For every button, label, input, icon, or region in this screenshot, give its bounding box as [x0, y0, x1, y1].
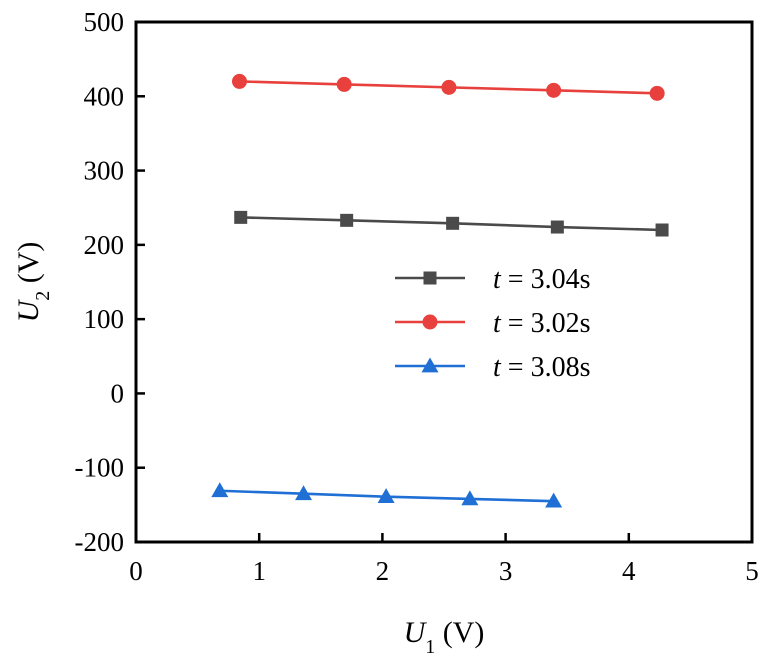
y-tick-label: 100 [84, 304, 125, 334]
legend-label: t = 3.04s [493, 264, 590, 295]
x-tick-label: 0 [129, 556, 143, 586]
plot-frame [134, 20, 754, 544]
y-tick-label: -100 [75, 453, 125, 483]
x-axis-label: U1 (V) [404, 616, 485, 658]
y-tick-label: 400 [84, 81, 125, 111]
legend-item: t = 3.04s [395, 264, 590, 295]
data-point [655, 223, 669, 237]
x-tick-label: 3 [499, 556, 513, 586]
y-tick-label: 0 [111, 378, 125, 408]
legend-marker [421, 357, 439, 373]
data-point [649, 85, 665, 101]
x-tick-label: 4 [622, 556, 636, 586]
x-tick-label: 2 [376, 556, 390, 586]
x-tick-label: 1 [252, 556, 266, 586]
y-tick-label: -200 [75, 527, 125, 557]
y-axis-label: U2 (V) [12, 242, 54, 323]
data-point [446, 216, 460, 230]
legend: t = 3.04s t = 3.02s t = 3.08s [395, 264, 590, 383]
x-axis-label-symbol: U [404, 616, 428, 649]
x-axis-label-subscript: 1 [425, 636, 435, 658]
y-tick-label: 500 [84, 7, 125, 37]
y-tick-label: 200 [84, 230, 125, 260]
y-axis-label-subscript: 2 [32, 291, 54, 301]
legend-item: t = 3.08s [395, 352, 590, 383]
data-point [546, 82, 562, 98]
x-tick-label: 5 [745, 556, 759, 586]
y-axis-label-symbol: U [12, 298, 45, 322]
data-point [340, 213, 354, 227]
axis-ticks: 0 1 2 3 4 5 -200 -100 0 100 200 300 400 500 [75, 7, 759, 586]
x-axis-label-unit: (V) [435, 616, 484, 649]
y-tick-label: 300 [84, 156, 125, 186]
series-3 [211, 482, 563, 508]
y-axis-label-unit: (V) [12, 242, 45, 291]
legend-item: t = 3.02s [395, 308, 590, 339]
series-layer [211, 73, 669, 508]
data-point [231, 73, 247, 89]
data-point [211, 482, 229, 498]
data-point [441, 79, 457, 95]
data-point [234, 210, 248, 224]
series-2 [231, 73, 665, 101]
data-point [545, 492, 563, 508]
legend-label: t = 3.02s [493, 308, 590, 339]
data-point [550, 220, 564, 234]
data-point [295, 485, 313, 501]
data-point [461, 490, 479, 506]
data-point [377, 488, 395, 504]
legend-marker [422, 314, 438, 330]
legend-label: t = 3.08s [493, 352, 590, 383]
legend-marker [423, 271, 437, 285]
data-point [336, 76, 352, 92]
series-1 [234, 210, 669, 237]
